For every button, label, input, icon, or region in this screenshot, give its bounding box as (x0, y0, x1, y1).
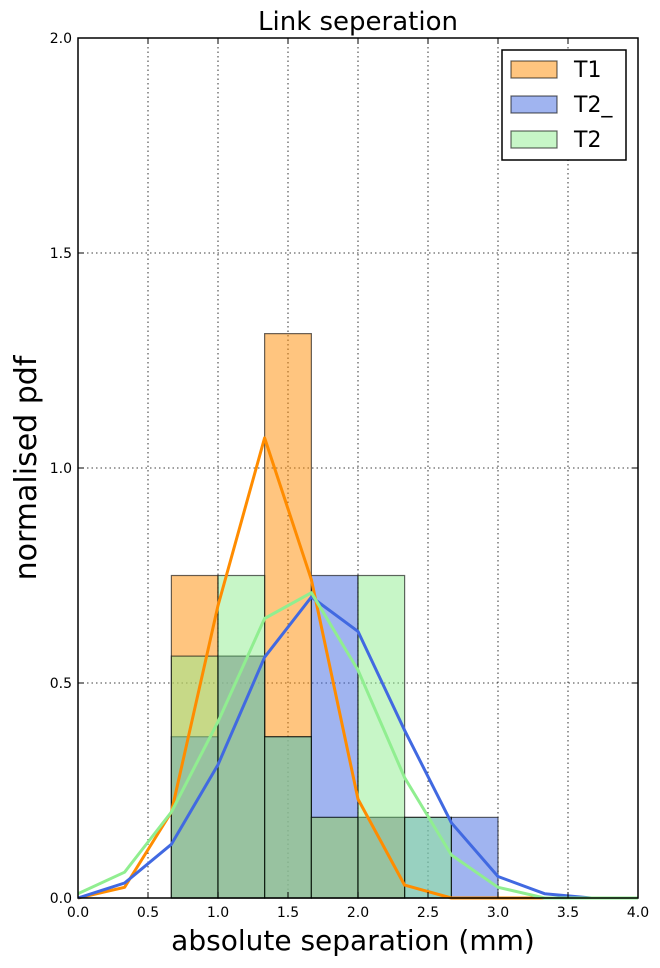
legend-swatch (510, 60, 558, 79)
bar-t2 (310, 816, 359, 899)
legend-label: T2_ (573, 93, 613, 118)
bar-t2 (404, 816, 452, 899)
y-tick-label: 0.0 (50, 891, 72, 907)
axis-ticks: 0.0 0.5 1.0 1.5 2.0 2.5 3.0 3.5 4.0 0.0 0.5 1.0 1.5 2… (50, 31, 649, 921)
legend-swatch (510, 95, 558, 114)
legend-label: T1 (573, 58, 601, 83)
bar-t2 (264, 736, 312, 899)
x-tick-label: 3.5 (557, 905, 579, 921)
x-tick-label: 0.5 (137, 905, 159, 921)
x-axis-label: absolute separation (mm) (171, 924, 535, 957)
x-tick-label: 0.0 (67, 905, 89, 921)
y-tick-label: 0.5 (50, 676, 72, 692)
legend: T1 T2_ T2 (501, 49, 627, 161)
x-tick-label: 3.0 (487, 905, 509, 921)
legend-label: T2 (573, 128, 601, 153)
y-tick-label: 1.0 (50, 461, 72, 477)
y-tick-label: 1.5 (50, 246, 72, 262)
density-line-t2 (77, 595, 638, 900)
y-axis-label: normalised pdf (9, 354, 44, 580)
x-tick-label: 2.0 (347, 905, 369, 921)
y-tick-label: 2.0 (50, 31, 72, 47)
bar-t2 (217, 574, 266, 899)
x-tick-label: 1.0 (207, 905, 229, 921)
chart-title: Link seperation (258, 7, 458, 37)
x-tick-label: 4.0 (627, 905, 649, 921)
x-tick-label: 1.5 (277, 905, 299, 921)
legend-swatch (510, 130, 558, 149)
bar-t2 (357, 574, 406, 899)
x-tick-label: 2.5 (417, 905, 439, 921)
